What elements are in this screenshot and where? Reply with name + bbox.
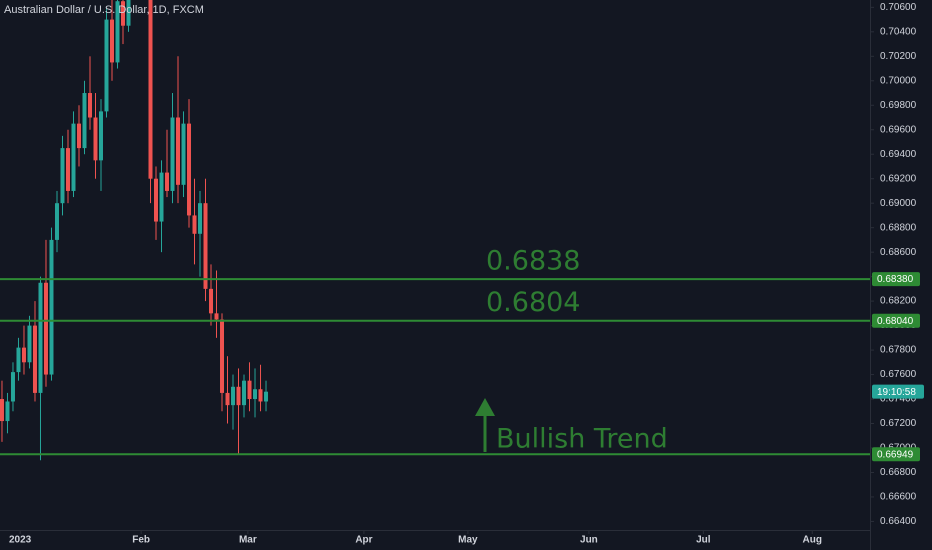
y-tick-label: 0.66600: [880, 492, 917, 503]
candle-body: [198, 203, 203, 234]
candle-body: [242, 380, 247, 406]
candle-body: [65, 148, 70, 191]
y-tick-label: 0.69400: [880, 149, 917, 160]
candle-body: [16, 347, 21, 373]
candle-body: [220, 319, 225, 393]
candle-body: [154, 178, 159, 222]
candle-body: [247, 380, 252, 400]
x-tick-label: Apr: [355, 535, 372, 546]
x-tick-label: May: [458, 535, 478, 546]
candle-body: [87, 93, 92, 118]
y-tick-label: 0.69000: [880, 198, 917, 209]
y-tick-label: 0.69600: [880, 124, 917, 135]
y-tick-label: 0.70400: [880, 26, 917, 37]
level-label: 0.68380: [877, 274, 914, 285]
candle-body: [76, 123, 81, 149]
candle-body: [49, 239, 54, 375]
x-tick-label: Aug: [803, 535, 822, 546]
level-annotation: 0.6838: [486, 246, 580, 277]
level-label-box: [872, 272, 920, 287]
candle-body: [93, 117, 98, 161]
trend-label: Bullish Trend: [496, 424, 668, 455]
y-tick-label: 0.68600: [880, 247, 917, 258]
candle-body: [104, 19, 109, 112]
candle-body: [176, 117, 181, 185]
candle-body: [159, 172, 164, 222]
level-annotation: 0.6804: [486, 287, 580, 318]
candle-body: [38, 282, 43, 393]
candle-body: [231, 386, 236, 406]
candle-body: [60, 148, 65, 204]
candle-body: [192, 215, 197, 234]
candle-body: [264, 391, 269, 402]
candle-body: [258, 389, 263, 402]
y-tick-label: 0.67200: [880, 418, 917, 429]
y-tick-label: 0.66400: [880, 516, 917, 527]
candle-body: [181, 123, 186, 185]
x-tick-label: Mar: [239, 535, 257, 546]
y-tick-label: 0.66800: [880, 467, 917, 478]
x-tick-label: Feb: [132, 535, 150, 546]
candle-body: [187, 123, 192, 216]
candle-body: [27, 325, 32, 363]
candle-body: [120, 1, 125, 26]
candle-body: [170, 117, 175, 191]
countdown-box: [872, 384, 924, 399]
candle-body: [225, 392, 230, 406]
candle-body: [0, 399, 4, 422]
level-label: 0.68040: [877, 316, 914, 327]
chart-title: Australian Dollar / U.S. Dollar, 1D, FXC…: [4, 4, 204, 16]
y-tick-label: 0.69800: [880, 100, 917, 111]
candle-body: [209, 288, 214, 314]
candle-body: [54, 203, 59, 240]
candle-body: [21, 347, 26, 363]
level-label-box: [872, 313, 920, 328]
candle-body: [10, 372, 15, 402]
trend-arrow-head: [475, 398, 495, 416]
candle-body: [165, 172, 170, 191]
level-label: 0.66949: [877, 449, 914, 460]
candle-body: [214, 313, 219, 320]
candle-body: [148, 0, 153, 179]
y-tick-label: 0.70600: [880, 2, 917, 13]
candle-body: [43, 282, 48, 375]
y-tick-label: 0.70000: [880, 75, 917, 86]
candle-body: [71, 123, 76, 191]
plot-area: [0, 0, 269, 461]
countdown: 19:10:58: [877, 387, 916, 398]
y-tick-label: 0.67400: [880, 394, 917, 405]
y-tick-label: 0.67600: [880, 369, 917, 380]
candle-body: [98, 111, 103, 161]
y-tick-label: 0.70200: [880, 51, 917, 62]
level-label-box: [872, 447, 920, 462]
candle-body: [253, 389, 258, 400]
candle-body: [115, 1, 120, 63]
candle-body: [109, 19, 114, 63]
candle-body: [203, 203, 208, 289]
y-tick-label: 0.68200: [880, 296, 917, 307]
candle-body: [126, 0, 131, 26]
candle-body: [5, 401, 10, 422]
y-tick-label: 0.67800: [880, 345, 917, 356]
y-tick-label: 0.68800: [880, 222, 917, 233]
x-tick-label: Jul: [696, 535, 711, 546]
x-tick-label: Jun: [580, 535, 598, 546]
candle-body: [32, 325, 37, 393]
candle-body: [236, 386, 241, 406]
x-tick-label: 2023: [9, 535, 32, 546]
y-tick-label: 0.69200: [880, 173, 917, 184]
candle-body: [82, 93, 87, 149]
